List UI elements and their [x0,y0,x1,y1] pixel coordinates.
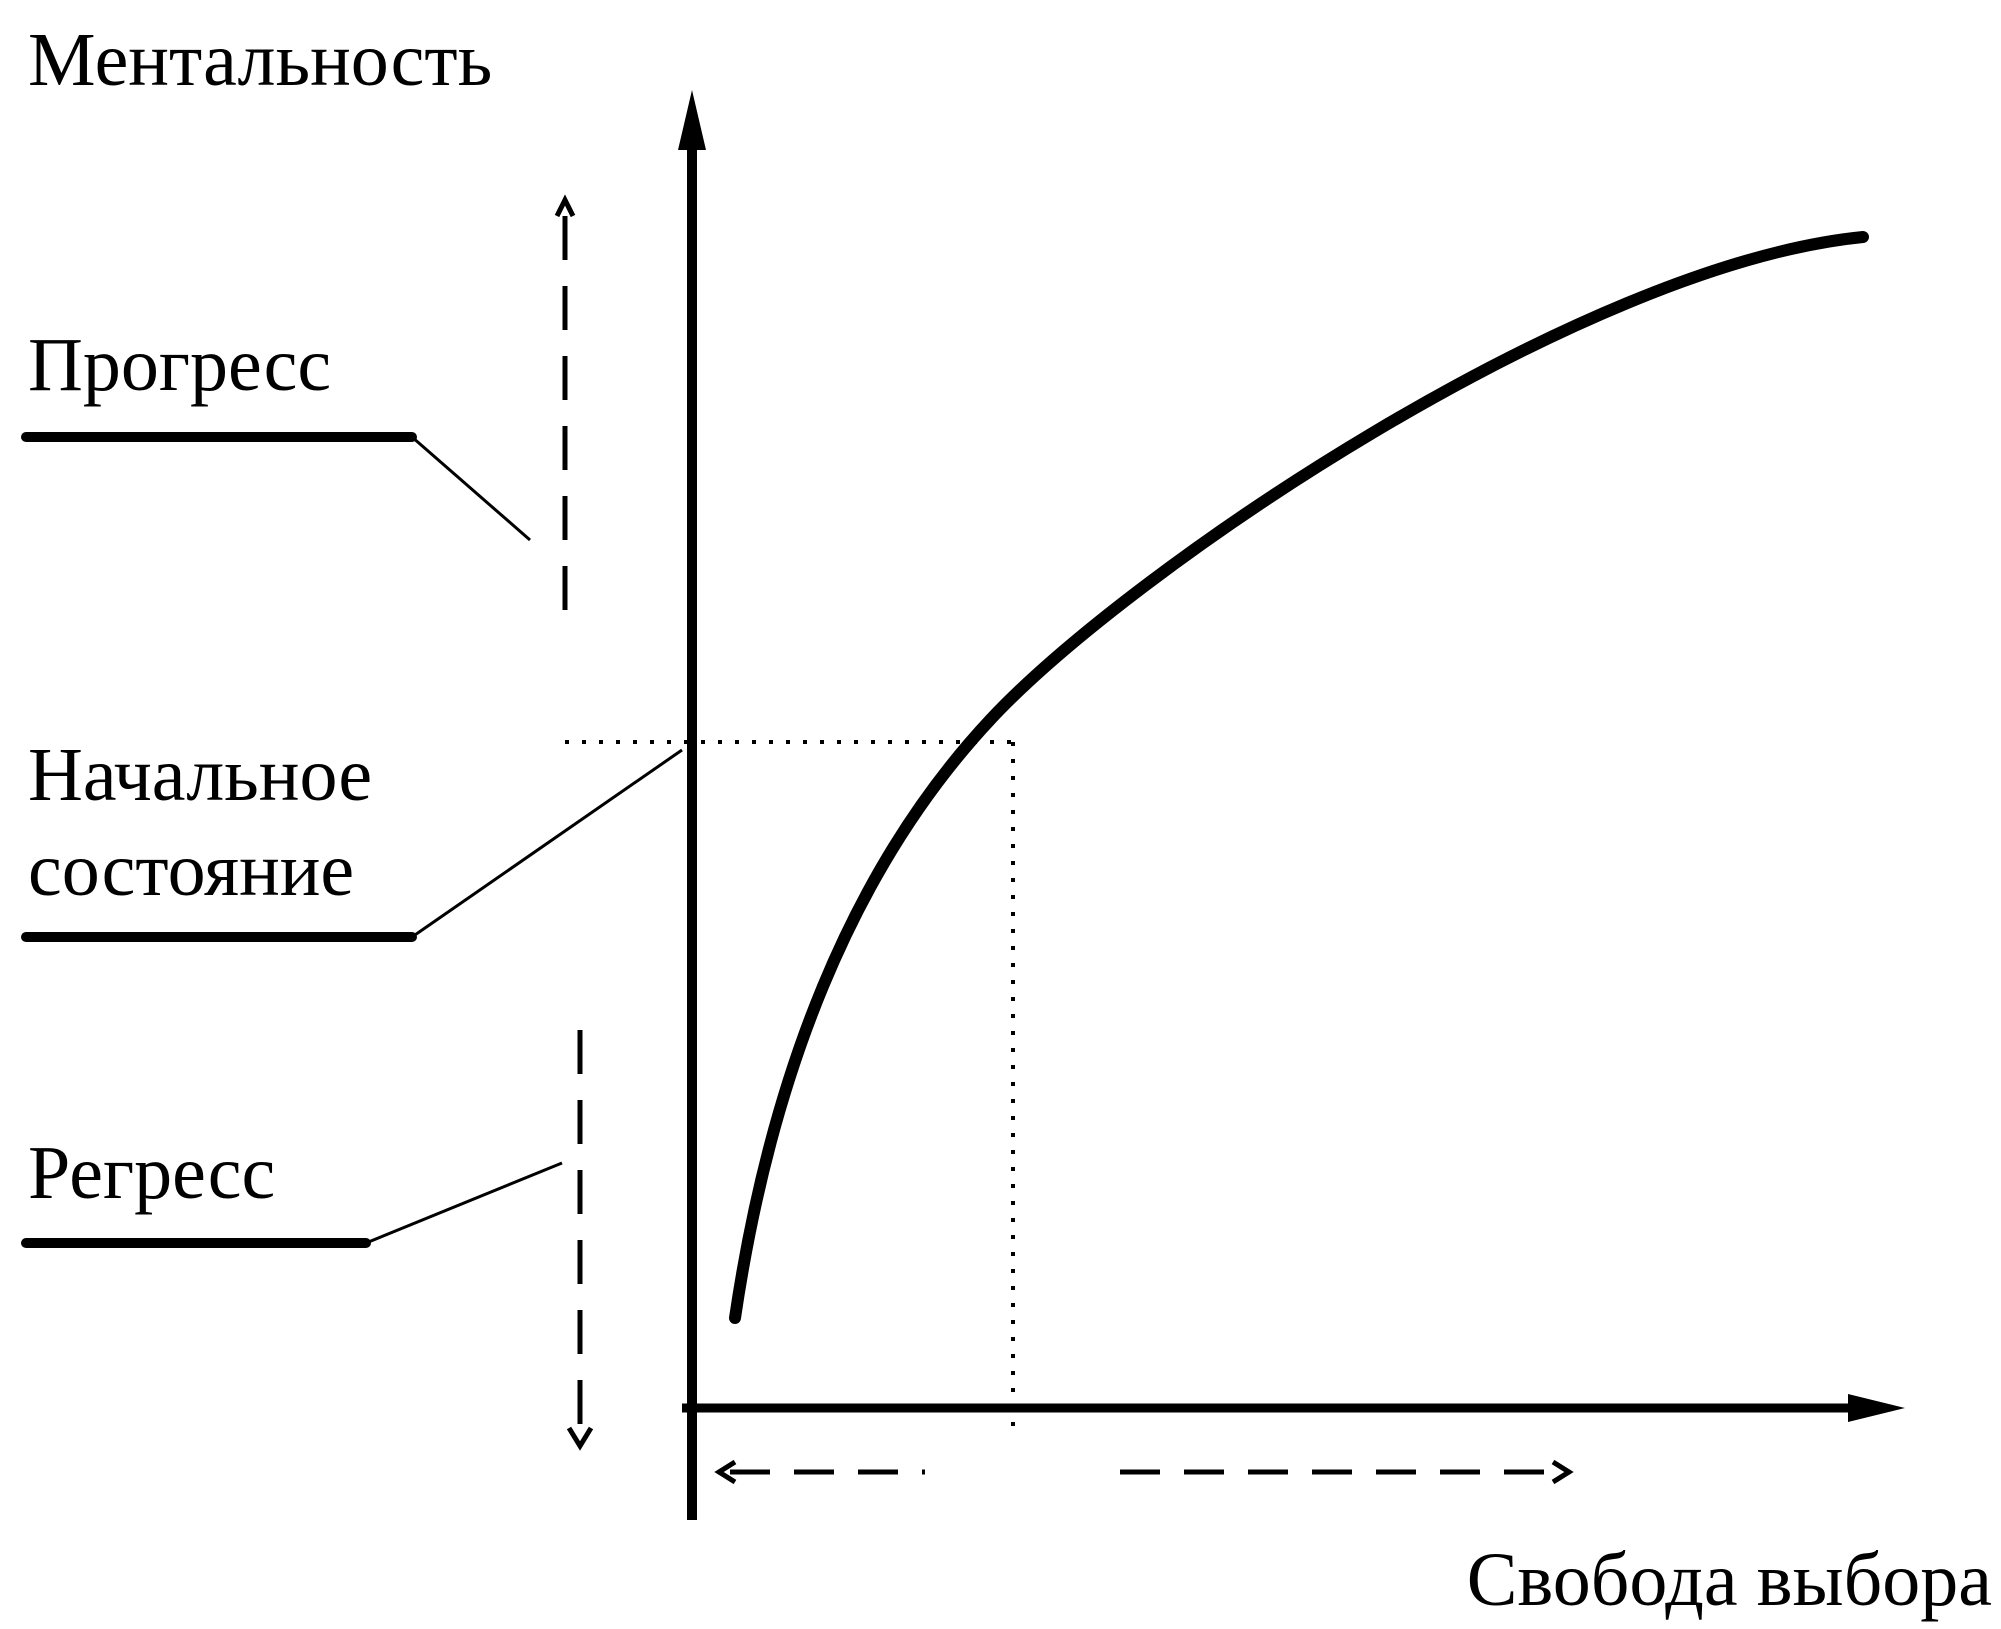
mentality-curve [729,231,1869,1324]
progress-arrowhead [554,194,576,218]
right-arrowhead [1551,1459,1574,1485]
regress-label: Регресс [28,1131,275,1215]
progress-leader-line [411,435,531,542]
initial-state-label-line1: Начальное [28,733,372,817]
initial-state-label-line2: состояние [28,828,354,912]
left-arrowhead [714,1459,737,1485]
regress-arrowhead [566,1426,594,1451]
y-axis-arrowhead [678,90,706,150]
regress-leader-line [365,1161,563,1245]
y-axis-label: Ментальность [28,18,492,102]
progress-label: Прогресс [28,323,331,407]
x-axis-label: Свобода выбора [1467,1538,1992,1622]
x-axis-arrowhead [1848,1394,1905,1422]
initial-leader-line [411,748,683,939]
